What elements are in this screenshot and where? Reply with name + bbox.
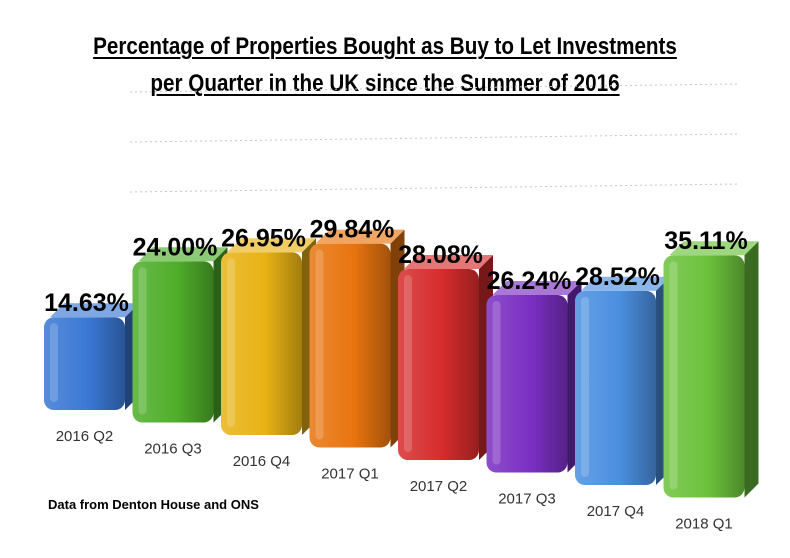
bar-highlight: [50, 323, 58, 402]
bar-front: [309, 243, 391, 448]
bar-top: [581, 276, 670, 291]
category-label: 2017 Q2: [410, 478, 468, 495]
bar-2017-q3: [486, 280, 582, 473]
bar-highlight: [581, 296, 589, 477]
value-label: 26.24%: [487, 267, 572, 295]
value-label: 24.00%: [133, 233, 218, 261]
value-labels: 14.63%24.00% 26.95% 29.84%28.08%26.24% 28.5…: [44, 216, 748, 318]
category-label: 2016 Q2: [56, 428, 114, 445]
gridline: [129, 83, 741, 93]
bar-2018-q1: [663, 241, 759, 498]
category-label: 2017 Q4: [587, 503, 645, 520]
bar-top: [669, 241, 759, 256]
bar-highlight: [404, 275, 412, 452]
value-label: 26.95%: [221, 224, 306, 252]
bar-2016-q4: [221, 238, 316, 435]
bar-side: [744, 241, 759, 498]
chart-title: Percentage of Properties Bought as Buy t…: [54, 28, 716, 102]
gridline: [129, 133, 741, 143]
bar-2016-q2: [44, 303, 139, 410]
value-label: 35.11%: [664, 227, 747, 255]
bar-front: [132, 261, 214, 423]
chart-title-line-1: Percentage of Properties Bought as Buy t…: [93, 33, 677, 60]
bar-highlight: [492, 300, 501, 465]
bar-top: [138, 247, 228, 262]
bar-front: [486, 294, 568, 473]
value-label: 29.84%: [310, 216, 395, 244]
bar-top: [315, 229, 405, 244]
chart-title-line-2: per Quarter in the UK since the Summer o…: [150, 70, 620, 97]
bar-highlight: [227, 258, 235, 427]
bar-top: [50, 303, 139, 318]
bar-front: [221, 252, 302, 435]
category-label: 2016 Q4: [233, 453, 291, 470]
gridline: [129, 183, 741, 193]
value-label: 14.63%: [44, 289, 129, 317]
bar-highlight: [138, 267, 147, 415]
category-label: 2016 Q3: [144, 441, 202, 458]
bar-highlight: [669, 261, 678, 490]
bar-2017-q1: [309, 229, 405, 448]
bar-top: [492, 280, 582, 295]
bar-front: [575, 290, 656, 485]
category-label: 2017 Q3: [498, 491, 556, 508]
bar-front: [663, 255, 745, 498]
source-footnote: Data from Denton House and ONS: [48, 497, 259, 512]
bar-2017-q2: [398, 255, 493, 460]
bar-2016-q3: [132, 247, 228, 423]
bar-front: [398, 269, 479, 460]
bar-top: [404, 255, 493, 270]
value-label: 28.08%: [398, 241, 483, 269]
category-label: 2018 Q1: [675, 516, 733, 533]
bar-top: [227, 238, 316, 253]
category-labels: 2016 Q2 2016 Q3 2016 Q4 2017 Q1 2017 Q2 2017 …: [56, 428, 733, 533]
bar-highlight: [315, 249, 324, 440]
gridlines: [129, 83, 741, 193]
category-label: 2017 Q1: [321, 466, 379, 483]
bar-2017-q4: [575, 276, 670, 485]
bar-front: [44, 317, 125, 410]
value-label: 28.52%: [575, 263, 660, 291]
bars: [44, 229, 759, 498]
